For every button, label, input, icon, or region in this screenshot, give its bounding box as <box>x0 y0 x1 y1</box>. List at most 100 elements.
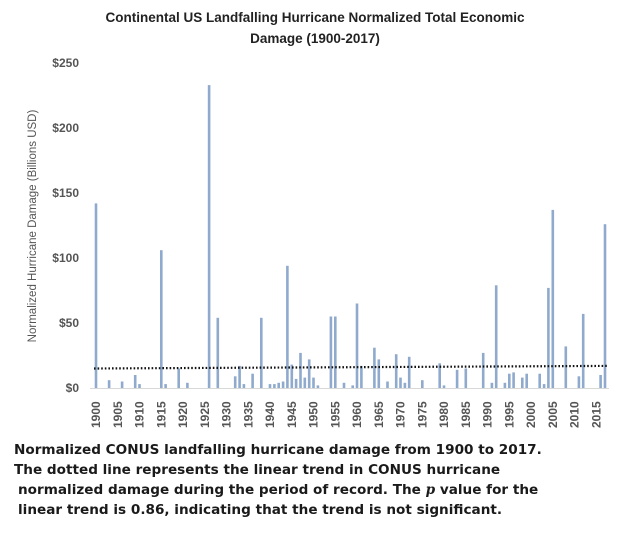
bar-2012 <box>581 313 585 388</box>
x-tick-label: 1920 <box>176 401 190 428</box>
y-tick-label: $100 <box>52 251 79 265</box>
bar-1964 <box>373 347 376 388</box>
bar-1991 <box>490 382 494 388</box>
bar-1947 <box>299 352 302 388</box>
x-tick-label: 1965 <box>372 401 386 428</box>
bar-1903 <box>107 380 111 388</box>
bar-1921 <box>186 382 189 388</box>
bar-1989 <box>481 352 485 388</box>
figure-caption: Normalized CONUS landfalling hurricane d… <box>14 440 614 520</box>
bar-1948 <box>303 377 307 388</box>
x-tick-label: 1970 <box>394 401 408 428</box>
y-tick-label: $250 <box>52 56 79 70</box>
bar-2004 <box>547 287 550 388</box>
bar-1945 <box>290 364 294 388</box>
bar-1942 <box>277 382 280 388</box>
bar-1916 <box>164 384 167 388</box>
bar-1957 <box>342 382 346 388</box>
bar-1951 <box>316 385 320 388</box>
x-tick-label: 1930 <box>220 401 234 428</box>
bar-1955 <box>334 316 337 388</box>
bar-1954 <box>329 316 333 388</box>
bar-1928 <box>216 317 220 388</box>
x-tick-label: 1960 <box>350 401 364 428</box>
bar-1960 <box>355 303 359 388</box>
bar-1906 <box>120 381 124 388</box>
bar-2003 <box>542 384 546 388</box>
x-tick-label: 1910 <box>133 401 147 428</box>
bar-2016 <box>599 375 602 388</box>
y-tick-label: $50 <box>59 316 79 330</box>
bar-1946 <box>294 378 298 388</box>
bar-1943 <box>281 381 285 388</box>
bar-1999 <box>525 373 528 388</box>
x-tick-label: 1900 <box>89 401 103 428</box>
y-tick-label: $150 <box>52 186 79 200</box>
bar-1941 <box>273 384 276 388</box>
bar-2017 <box>603 224 607 388</box>
bar-1919 <box>177 368 180 388</box>
bar-1936 <box>251 373 254 388</box>
bar-1950 <box>312 377 315 388</box>
bar-1965 <box>377 359 381 388</box>
x-tick-label: 2000 <box>524 401 538 428</box>
x-tick-label: 1925 <box>198 401 212 428</box>
bar-1933 <box>238 365 241 388</box>
bar-1970 <box>399 377 402 388</box>
p-symbol: p <box>425 482 436 498</box>
bar-1926 <box>207 85 211 388</box>
x-tick-label: 1980 <box>437 401 451 428</box>
y-tick-label: $0 <box>66 381 80 395</box>
chart-title-line-1: Continental US Landfalling Hurricane Nor… <box>105 10 525 25</box>
x-tick-label: 1915 <box>154 401 168 428</box>
x-tick-label: 2015 <box>589 401 603 428</box>
bar-1959 <box>351 385 354 388</box>
bar-1971 <box>403 382 407 388</box>
y-axis-label: Normalized Hurricane Damage (Billions US… <box>27 110 39 343</box>
bar-1932 <box>233 376 237 388</box>
bar-1934 <box>242 384 246 388</box>
hurricane-damage-chart: Continental US Landfalling Hurricane Nor… <box>27 10 609 428</box>
x-tick-label: 1905 <box>111 401 125 428</box>
bar-1900 <box>94 203 98 388</box>
bar-1983 <box>455 369 459 388</box>
caption-line-4: linear trend is 0.86, indicating that th… <box>18 502 503 518</box>
bar-1975 <box>421 380 424 388</box>
bar-1985 <box>464 368 468 388</box>
bar-1909 <box>133 375 137 388</box>
bar-1949 <box>307 359 311 388</box>
bar-1995 <box>508 373 511 388</box>
bar-2005 <box>551 209 555 388</box>
bar-2002 <box>538 373 541 388</box>
bars <box>94 85 607 388</box>
bar-1938 <box>260 317 263 388</box>
bar-1969 <box>394 354 398 388</box>
caption-line-3: normalized damage during the period of r… <box>14 480 614 500</box>
chart-title-line-2: Damage (1900-2017) <box>250 31 380 46</box>
trend-line <box>93 364 608 370</box>
bar-1979 <box>438 363 441 388</box>
bar-1996 <box>512 372 515 388</box>
x-tick-label: 2005 <box>546 401 560 428</box>
bar-1961 <box>360 365 363 388</box>
bar-1994 <box>503 382 507 388</box>
x-tick-label: 1940 <box>263 401 277 428</box>
bar-1992 <box>494 285 498 388</box>
x-tick-label: 1935 <box>241 401 255 428</box>
caption-line-2: The dotted line represents the linear tr… <box>14 462 501 478</box>
bar-1940 <box>268 384 272 388</box>
x-tick-label: 2010 <box>568 401 582 428</box>
x-tick-label: 1990 <box>481 401 495 428</box>
bar-1944 <box>286 265 289 388</box>
bar-1967 <box>386 381 389 388</box>
x-tick-label: 1995 <box>502 401 516 428</box>
x-tick-label: 1955 <box>328 401 342 428</box>
x-tick-label: 1975 <box>415 401 429 428</box>
x-tick-label: 1945 <box>285 401 299 428</box>
caption-line-1: Normalized CONUS landfalling hurricane d… <box>14 442 542 458</box>
bar-1980 <box>442 385 446 388</box>
bar-2011 <box>577 376 581 388</box>
caption-line-3-start: normalized damage during the period of r… <box>18 482 426 498</box>
caption-line-3-end: value for the <box>435 482 539 498</box>
y-axis-ticks: $0 $50 $100 $150 $200 $250 <box>52 56 79 395</box>
